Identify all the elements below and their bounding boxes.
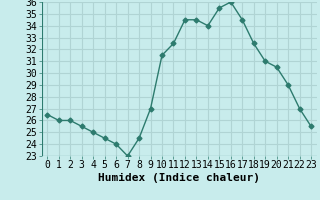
X-axis label: Humidex (Indice chaleur): Humidex (Indice chaleur) — [98, 173, 260, 183]
